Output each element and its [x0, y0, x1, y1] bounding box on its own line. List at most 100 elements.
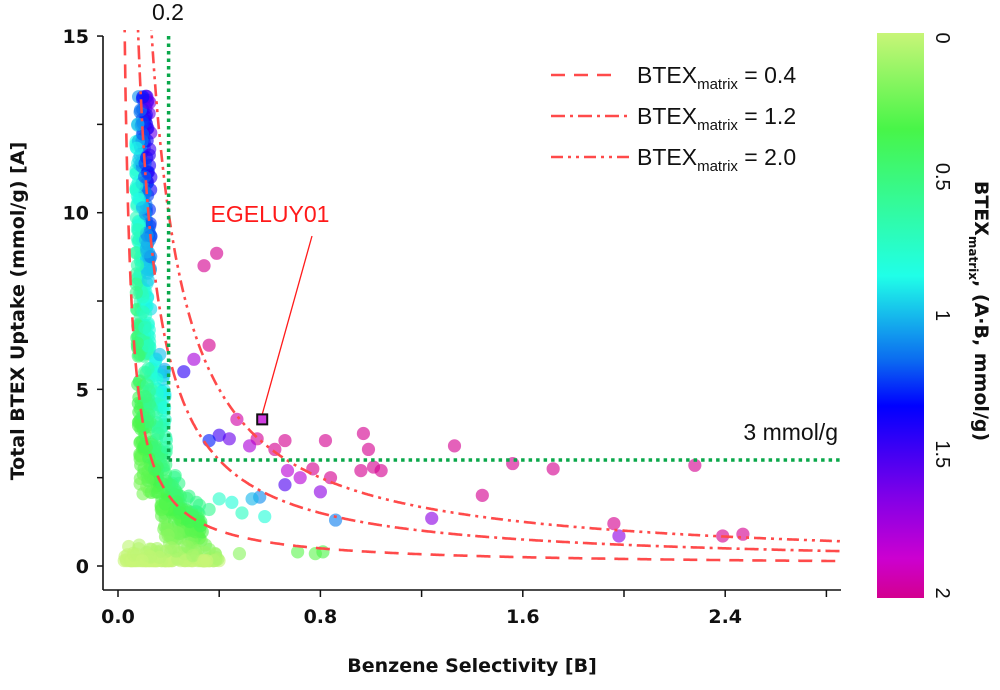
legend-item-2.0: BTEXmatrix = 2.0: [551, 144, 796, 175]
data-point: [242, 439, 257, 453]
data-point: [212, 428, 226, 442]
data-point: [153, 347, 167, 362]
scatter-points: [117, 89, 750, 568]
data-point: [151, 485, 165, 499]
x-tick-label: 2.4: [708, 606, 742, 628]
colorbar-tick-label: 1.5: [931, 440, 953, 468]
data-point: [546, 462, 560, 476]
data-point: [142, 407, 156, 422]
data-point: [232, 547, 247, 561]
data-point: [138, 320, 152, 335]
colorbar-tick-label: 0: [931, 32, 953, 43]
data-point: [475, 488, 489, 502]
y-tick-label: 0: [76, 556, 89, 578]
data-point: [245, 492, 259, 506]
data-point: [139, 440, 153, 455]
data-point: [230, 412, 244, 426]
data-point: [323, 471, 338, 485]
reference-curve-0.4: [123, 30, 841, 563]
legend-item-1.2: BTEXmatrix = 1.2: [551, 103, 796, 134]
data-point: [129, 286, 143, 300]
data-point: [688, 458, 702, 472]
data-point: [173, 506, 187, 520]
x-tick-label: 0.0: [101, 606, 135, 628]
svg-text:BTEXmatrix = 2.0: BTEXmatrix = 2.0: [637, 144, 796, 175]
data-point: [147, 462, 162, 476]
data-point: [607, 517, 621, 531]
svg-text:BTEXmatrix = 1.2: BTEXmatrix = 1.2: [637, 103, 796, 134]
axes: 0 5 10 15 0.0 0.8 1.6 2.4: [63, 26, 841, 628]
data-point: [278, 433, 292, 448]
data-point: [151, 426, 165, 441]
data-point: [318, 433, 333, 448]
data-point: [447, 439, 462, 453]
data-point: [130, 179, 144, 193]
data-point: [130, 258, 145, 272]
data-point: [141, 362, 155, 376]
y-tick-label: 15: [63, 26, 89, 48]
egeluy01-annotation: EGELUY01: [211, 201, 329, 426]
reference-curves: [123, 30, 841, 563]
data-point: [177, 365, 191, 379]
data-point: [186, 548, 200, 563]
data-point: [136, 305, 150, 319]
data-point: [202, 338, 216, 352]
data-point: [141, 473, 155, 488]
data-point: [291, 545, 305, 559]
data-point: [138, 170, 152, 184]
colorbar-tick-label: 0.5: [931, 163, 953, 191]
x-tick-label: 1.6: [506, 606, 540, 628]
x-tick-label: 0.8: [304, 606, 338, 628]
data-point: [356, 426, 371, 441]
legend-item-0.4: BTEXmatrix = 0.4: [551, 62, 796, 93]
data-point: [210, 246, 224, 260]
threshold-lines: [166, 36, 841, 462]
data-point: [354, 464, 368, 478]
data-point: [212, 492, 226, 506]
colorbar-title: BTEXmatrix, (A·B, mmol/g): [966, 181, 992, 441]
data-point: [158, 497, 172, 511]
data-point: [137, 462, 151, 476]
data-point: [135, 201, 150, 215]
data-point: [197, 554, 211, 568]
data-point: [202, 433, 216, 448]
data-point: [141, 339, 155, 353]
data-point: [268, 442, 282, 457]
data-point: [612, 529, 626, 543]
data-point: [278, 478, 292, 492]
y-tick-label: 10: [63, 203, 89, 225]
data-point: [197, 259, 211, 273]
data-point: [140, 245, 154, 259]
data-point: [225, 495, 239, 510]
data-point: [293, 471, 307, 485]
data-point: [235, 506, 249, 520]
annotation-marker: [256, 413, 269, 426]
data-point: [130, 141, 144, 155]
vertical-threshold-label: 0.2: [152, 0, 184, 25]
data-point: [170, 495, 184, 509]
data-point: [136, 90, 150, 104]
data-point: [130, 336, 144, 350]
horizontal-threshold-label: 3 mmol/g: [743, 419, 838, 445]
reference-curve-1.2: [136, 30, 841, 553]
svg-text:BTEXmatrix = 0.4: BTEXmatrix = 0.4: [637, 62, 796, 93]
data-point: [140, 378, 154, 392]
data-point: [374, 464, 388, 478]
data-point: [258, 509, 272, 524]
data-point: [280, 464, 295, 478]
data-point: [138, 389, 152, 404]
data-point: [150, 372, 164, 386]
data-point: [141, 273, 155, 287]
reference-curve-2: [150, 30, 841, 543]
legend: BTEXmatrix = 0.4 BTEXmatrix = 1.2 BTEXma…: [551, 62, 796, 175]
data-point: [425, 511, 439, 525]
y-axis-title: Total BTEX Uptake (mmol/g) [A]: [7, 142, 29, 481]
data-point: [135, 554, 149, 568]
data-point: [313, 485, 327, 499]
colorbar-tick-label: 2: [931, 587, 953, 598]
colorbar-tick-label: 1: [931, 310, 953, 321]
y-tick-label: 5: [76, 379, 89, 401]
x-axis-title: Benzene Selectivity [B]: [347, 655, 597, 677]
data-point: [193, 519, 207, 533]
